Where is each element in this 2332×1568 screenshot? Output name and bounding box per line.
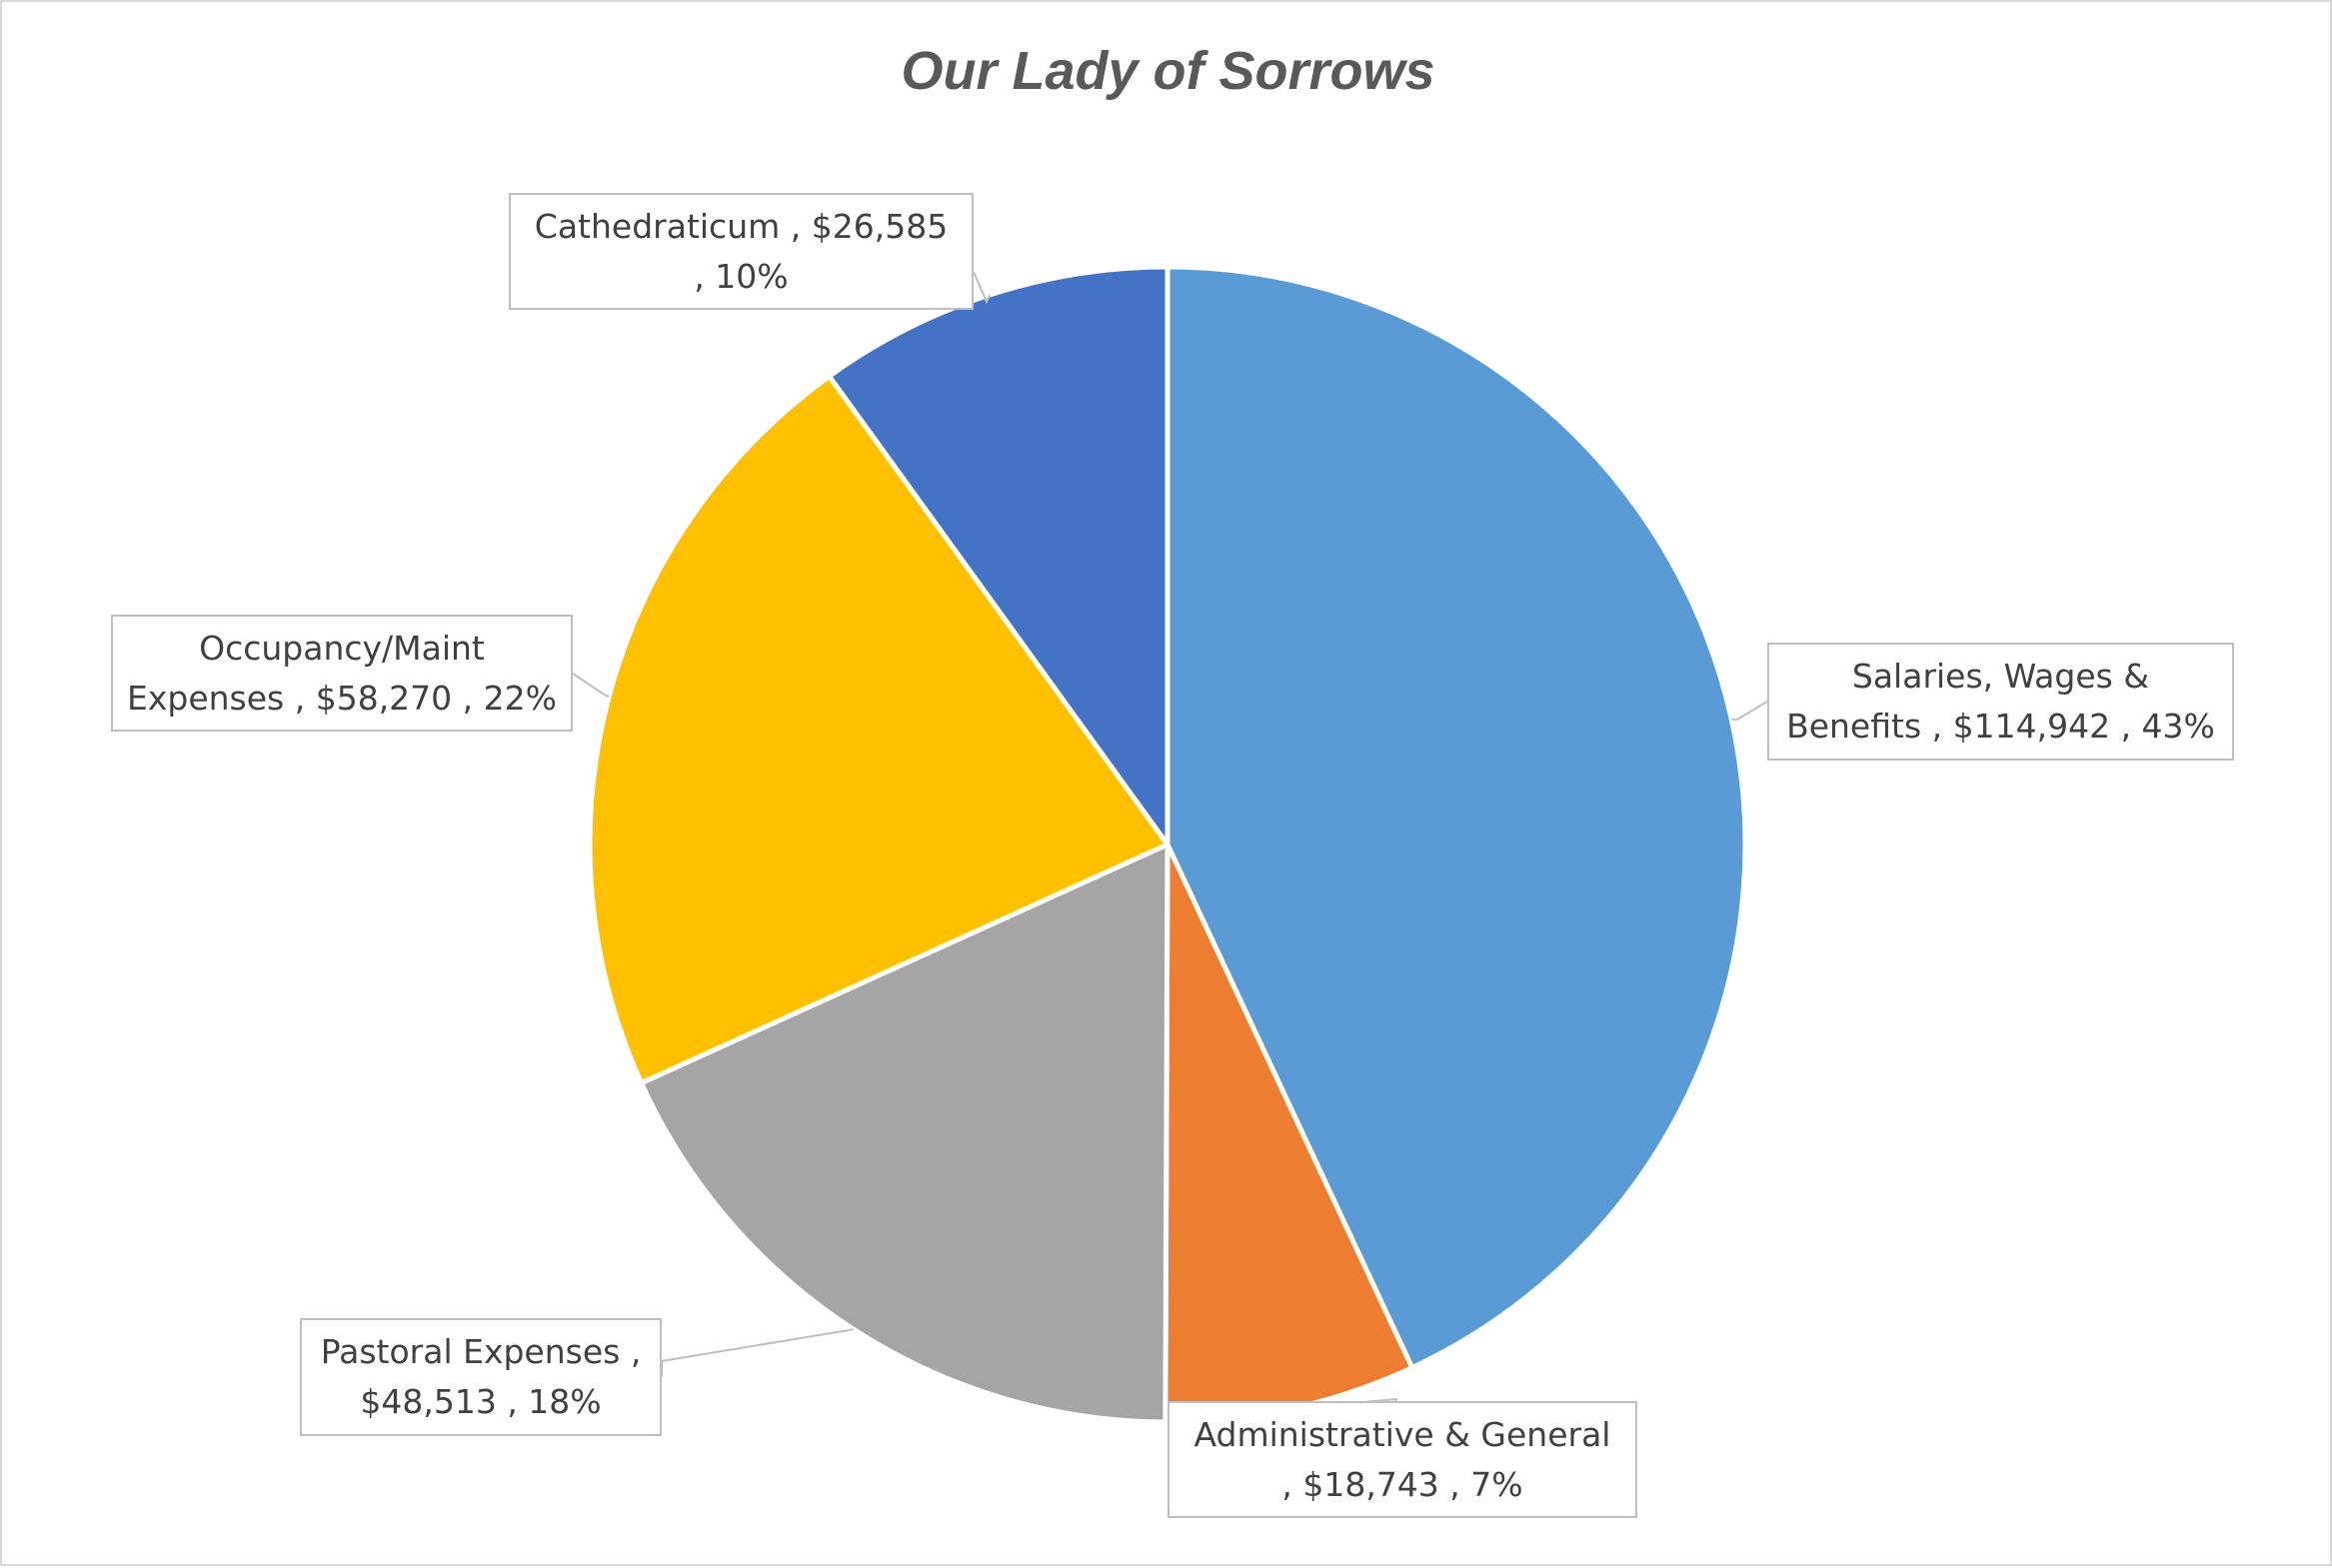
data-label-salaries-line1: Salaries, Wages & (1851, 657, 2150, 696)
data-label-administrative-line2: , $18,743 , 7% (1281, 1464, 1523, 1504)
data-label-cathedraticum-line1: Cathedraticum , $26,585 (534, 206, 949, 246)
leader-line-occupancy (572, 673, 610, 698)
data-label-salaries-line2: Benefits , $114,942 , 43% (1786, 707, 2215, 746)
data-label-cathedraticum-line2: , 10% (694, 256, 789, 296)
data-label-occupancy-line1: Occupancy/Maint (199, 628, 485, 668)
data-label-administrative: Administrative & General , $18,743 , 7% (1167, 1401, 1637, 1518)
data-label-occupancy: Occupancy/Maint Expenses , $58,270 , 22% (111, 615, 573, 732)
data-label-pastoral-line1: Pastoral Expenses , (320, 1332, 642, 1371)
pie-slice-salaries (1165, 264, 1748, 1371)
data-label-salaries: Salaries, Wages & Benefits , $114,942 , … (1767, 643, 2234, 761)
data-label-administrative-line1: Administrative & General (1193, 1414, 1611, 1454)
leader-line-pastoral (661, 1328, 855, 1377)
leader-line-cathedraticum (973, 271, 992, 305)
data-label-pastoral-line2: $48,513 , 18% (360, 1382, 602, 1421)
leader-line-salaries (1731, 701, 1768, 722)
pie-slice-pastoral (639, 841, 1170, 1425)
chart-title: Our Lady of Sorrows (901, 41, 1435, 101)
data-label-cathedraticum: Cathedraticum , $26,585 , 10% (509, 193, 974, 310)
data-label-pastoral: Pastoral Expenses , $48,513 , 18% (300, 1318, 662, 1436)
data-label-occupancy-line2: Expenses , $58,270 , 22% (127, 678, 557, 718)
